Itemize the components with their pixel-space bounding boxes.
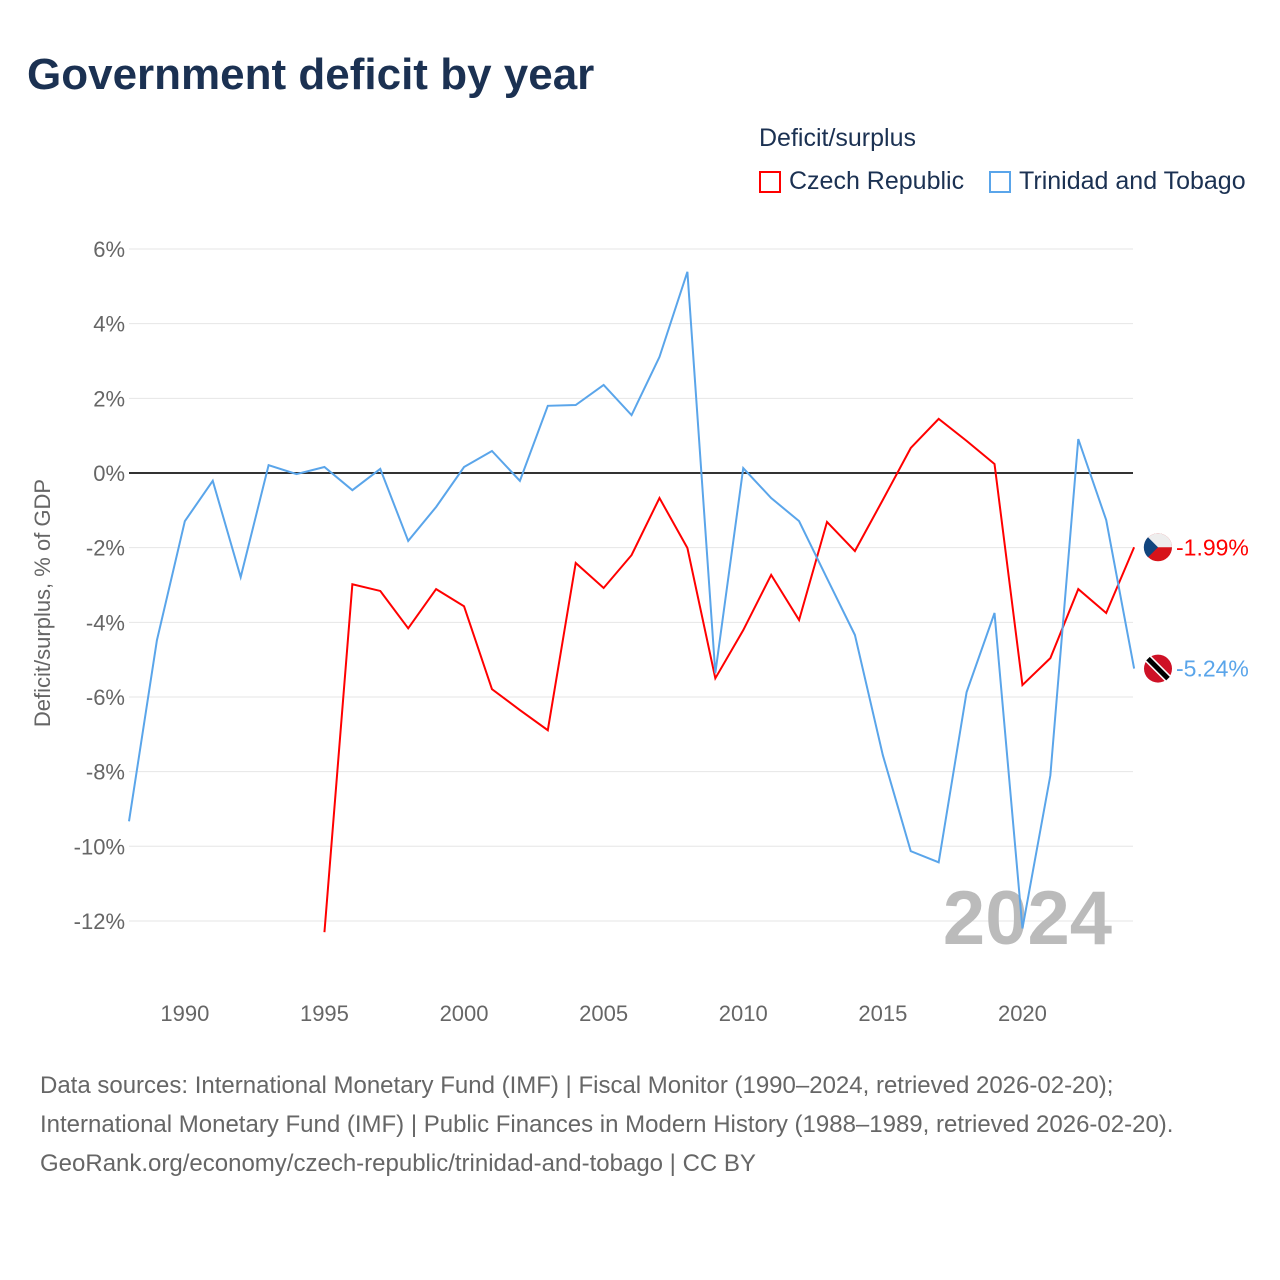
y-tick-label: -4% [86,610,125,635]
y-tick-label: 4% [93,312,125,337]
y-tick-label: 0% [93,461,125,486]
end-value-label: -5.24% [1176,656,1249,682]
x-tick-label: 2000 [440,1001,489,1026]
x-tick-label: 1995 [300,1001,349,1026]
y-tick-label: -10% [74,834,125,859]
y-tick-label: -6% [86,685,125,710]
legend-label: Trinidad and Tobago [1019,167,1246,195]
source-link[interactable]: GeoRank.org/economy/czech-republic/trini… [40,1150,756,1177]
trinidad-flag-black [1146,656,1170,681]
series-line-czech [323,417,1136,933]
year-watermark: 2024 [943,876,1112,961]
x-tick-label: 1990 [160,1001,209,1026]
legend-swatch [989,170,1012,193]
legend: Deficit/surplus Czech Republic Trinidad … [759,124,1264,200]
legend-title: Deficit/surplus [759,124,916,152]
czech-flag-triangle [1143,537,1158,558]
y-tick-label: 2% [93,386,125,411]
x-tick-label: 2010 [719,1001,768,1026]
y-tick-label: -12% [74,909,125,934]
x-tick-label: 2020 [998,1001,1047,1026]
legend-item-trinidad[interactable]: Trinidad and Tobago [989,167,1246,196]
y-tick-label: 6% [93,237,125,262]
footer: Data sources: International Monetary Fun… [40,1066,1240,1183]
end-value-label: -1.99% [1176,534,1249,560]
y-tick-label: -2% [86,536,125,561]
series-line-trinidad [128,271,1136,929]
data-sources: Data sources: International Monetary Fun… [40,1072,1174,1138]
chart-title: Government deficit by year [27,50,595,99]
x-tick-label: 2015 [858,1001,907,1026]
legend-swatch [759,170,781,193]
y-tick-label: -8% [86,760,125,785]
legend-label: Czech Republic [789,167,965,195]
x-tick-label: 2005 [579,1001,628,1026]
line-chart: 6% 4% 2% 0% -2% -4% -6% -8% -10% -12% 1990 1995 2000… [30,237,1249,1026]
legend-item-czech[interactable]: Czech Republic [759,167,964,196]
y-axis-label: Deficit/surplus, % of GDP [30,479,55,727]
